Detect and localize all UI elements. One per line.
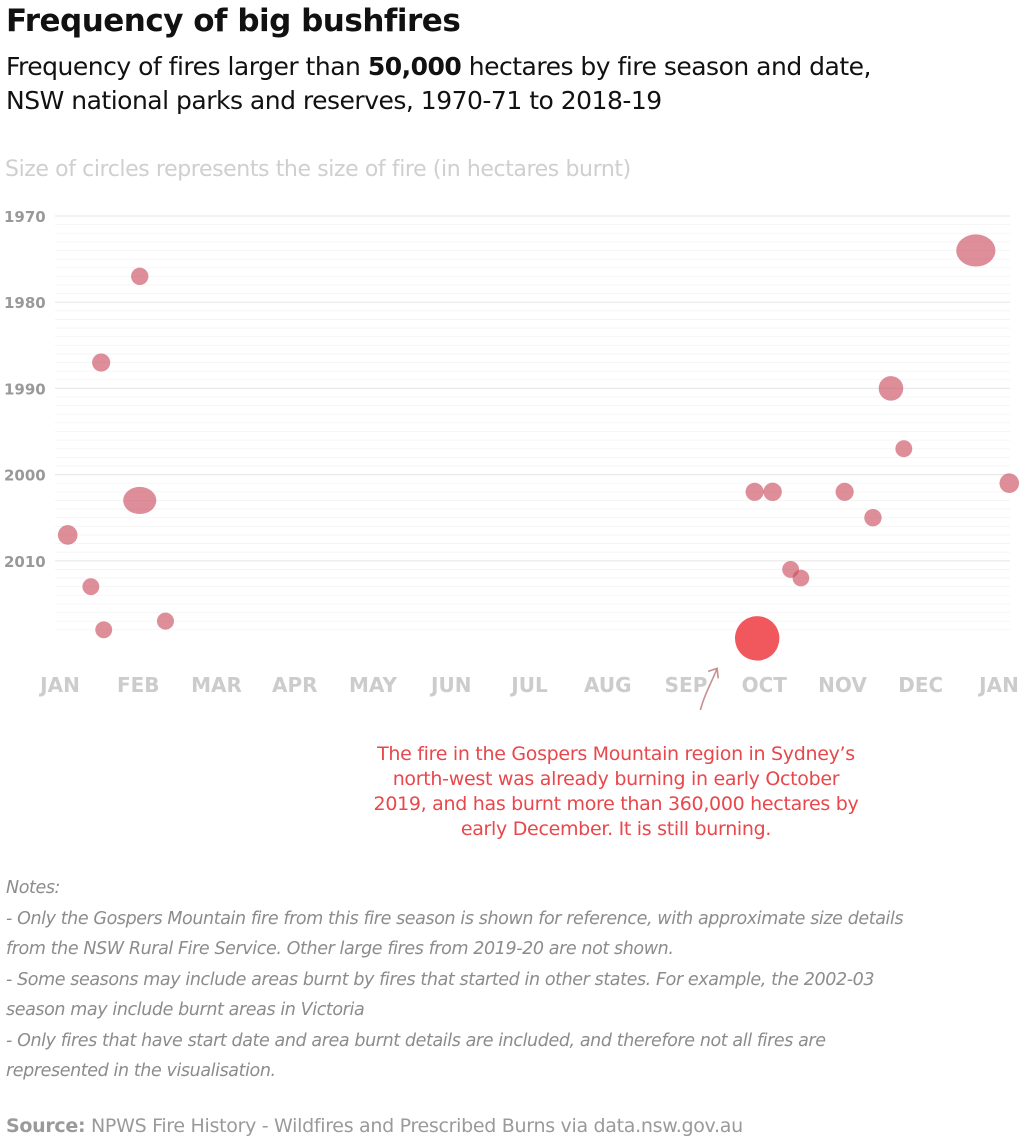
y-tick-label: 2010 [4,553,46,571]
fire-point [156,612,175,630]
x-tick-label: OCT [742,673,788,697]
fire-point [745,482,764,501]
notes-line: - Some seasons may include areas burnt b… [6,969,875,990]
notes-line: - Only fires that have start date and ar… [6,1030,826,1051]
fire-point [763,482,782,502]
fire-point [864,509,882,527]
annotation-line: early December. It is still burning. [460,818,772,840]
annotation-line: 2019, and has burnt more than 360,000 he… [373,793,859,815]
gridlines [55,215,1010,631]
subtitle-threshold: 50,000 [367,52,462,81]
x-tick-label: SEP [665,673,708,697]
x-tick-label: JAN [38,673,80,697]
notes-line: season may include burnt areas in Victor… [6,1000,365,1020]
subtitle-text-start: Frequency of fires larger than [6,52,368,81]
fire-point [895,440,913,458]
x-tick-label: MAR [191,673,242,697]
x-tick-label: JUL [509,673,548,697]
x-tick-label: FEB [117,673,160,697]
gospers-mountain-annotation: The fire in the Gospers Mountain region … [336,742,896,842]
data-points [57,234,1020,661]
gospers-mountain-point [734,616,780,661]
y-tick-label: 2000 [4,467,46,485]
y-tick-label: 1970 [4,208,46,226]
size-legend-note: Size of circles represents the size of f… [5,157,631,182]
chart-title: Frequency of big bushfires [6,3,461,39]
notes-line: represented in the visualisation. [6,1061,276,1081]
source-label: Source: [6,1115,86,1137]
annotation-arrow [699,668,718,710]
fire-point [92,353,111,372]
y-tick-label: 1980 [4,294,46,312]
x-tick-label: MAY [349,673,397,697]
subtitle-line-2: NSW national parks and reserves, 1970-71… [6,86,662,115]
notes-heading: Notes: [6,878,61,898]
chart-subtitle: Frequency of fires larger than 50,000 he… [6,50,1016,118]
x-tick-label: NOV [818,673,867,697]
source-credit: Source: NPWS Fire History - Wildfires an… [6,1112,743,1140]
fire-point [57,525,78,545]
notes-section: Notes: - Only the Gospers Mountain fire … [6,873,1021,1087]
x-axis-labels: JAN FEB MAR APR MAY JUN JUL AUG SEP OCT NOV DEC JAN [38,673,1019,697]
fire-point [792,569,810,587]
fire-point [131,267,149,286]
fire-point [956,234,996,267]
fire-point [999,473,1020,494]
notes-line: - Only the Gospers Mountain fire from th… [6,908,904,929]
y-tick-label: 1990 [4,380,46,398]
notes-line: from the NSW Rural Fire Service. Other l… [6,939,674,959]
x-tick-label: DEC [898,673,943,697]
annotation-line: The fire in the Gospers Mountain region … [377,743,855,765]
annotation-line: north-west was already burning in early … [392,768,840,790]
x-tick-label: AUG [584,673,632,697]
y-axis-labels: 1970 1980 1990 2000 2010 [4,208,46,571]
x-tick-label: JUN [429,673,471,697]
source-text: NPWS Fire History - Wildfires and Prescr… [85,1115,743,1137]
fire-point [95,621,113,639]
fire-point [82,578,100,596]
fire-point [878,376,904,401]
fire-point [123,486,157,515]
annotation-arrow-head [707,667,719,679]
subtitle-text-end: hectares by fire season and date, [461,52,872,81]
fire-point [835,482,854,501]
x-tick-label: JAN [977,673,1019,697]
x-tick-label: APR [272,673,318,697]
